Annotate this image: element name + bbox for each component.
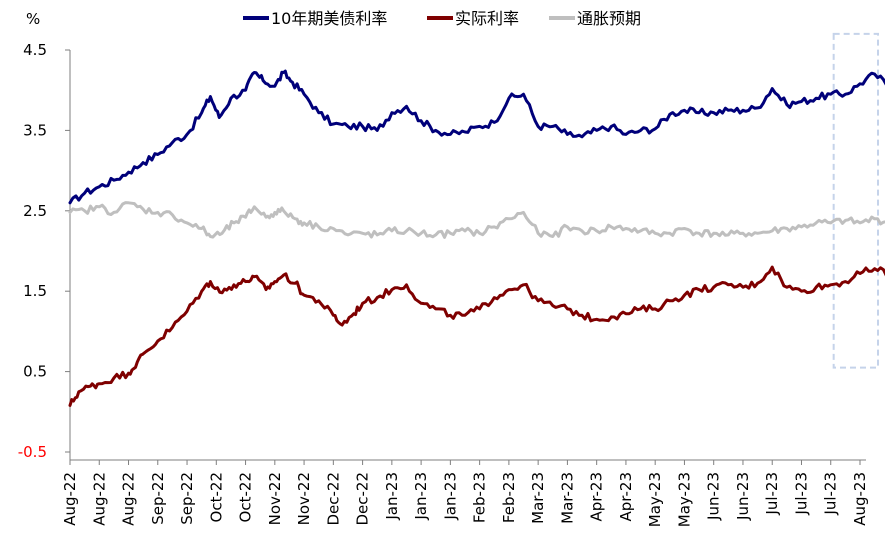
x-tick-label: Jun-23 [705,472,723,521]
legend-label-1: 10年期美债利率 [271,9,387,28]
x-tick-label: May-23 [646,472,664,527]
x-tick-label: Sep-22 [149,472,167,525]
x-tick-label: Jul-23 [822,472,840,516]
y-tick-label: 3.5 [23,121,47,139]
x-tick-label: Jan-23 [383,472,401,521]
x-axis: Aug-22 Aug-22 Aug-22 Sep-22 Sep-22 Oct-22 Oct-… [61,459,869,527]
series-line-2 [68,265,885,407]
x-tick-label: Jul-23 [763,472,781,516]
x-tick-label: Mar-23 [529,472,547,524]
x-tick-label: Oct-22 [237,472,255,522]
x-tick-label: Aug-22 [90,472,108,526]
highlight-box [832,32,880,369]
x-tick-label: Jan-23 [441,472,459,521]
y-axis: 4.5 3.5 2.5 1.5 0.5 -0.5 [18,41,71,461]
x-tick-label: Nov-22 [266,472,284,525]
x-tick-label: Oct-22 [207,472,225,522]
y-tick-label: 1.5 [23,282,47,300]
y-tick-label: 0.5 [23,363,47,381]
x-tick-label: Nov-22 [295,472,313,525]
series-line-3 [68,201,885,239]
x-tick-label: Apr-23 [588,472,606,522]
x-tick-label: Dec-22 [354,472,372,526]
plot-area [68,69,885,407]
y-tick-label: 4.5 [23,41,47,59]
unit-label: % [26,10,40,28]
highlight-box-layer [832,32,880,369]
x-tick-label: Aug-22 [61,472,79,526]
x-tick-label: Sep-22 [178,472,196,525]
x-tick-label: Jul-23 [792,472,810,516]
x-tick-label: Aug-23 [851,472,869,526]
y-tick-label: 2.5 [23,202,47,220]
x-tick-label: Aug-22 [120,472,138,526]
legend-label-3: 通胀预期 [577,9,641,28]
x-tick-label: Feb-23 [500,472,518,523]
x-tick-label: Jun-23 [734,472,752,521]
y-tick-label: -0.5 [18,443,47,461]
series-line-1 [68,69,885,205]
x-tick-label: Feb-23 [471,472,489,523]
x-tick-label: Dec-22 [324,472,342,526]
legend: 10年期美债利率 实际利率 通胀预期 [243,9,641,28]
x-tick-label: Jan-23 [412,472,430,521]
x-tick-label: May-23 [675,472,693,527]
x-tick-label: Mar-23 [558,472,576,524]
legend-label-2: 实际利率 [455,9,519,28]
x-tick-label: Apr-23 [617,472,635,522]
